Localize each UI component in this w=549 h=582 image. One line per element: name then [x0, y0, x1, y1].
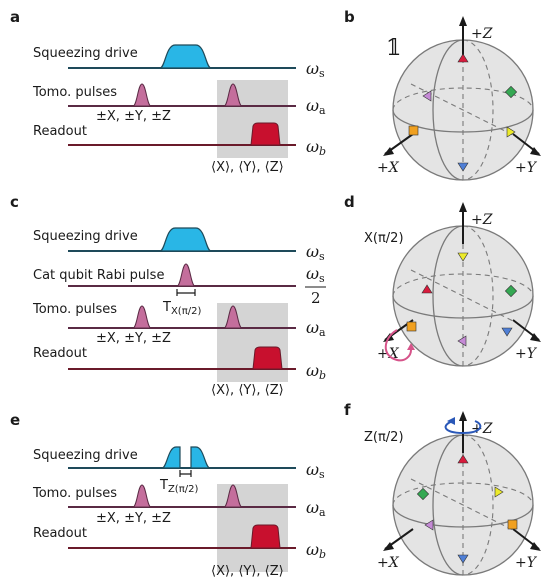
- tomo-pulse: [223, 83, 243, 107]
- axis-z-label: +Z: [471, 26, 493, 42]
- measurement-label: ⟨X⟩, ⟨Y⟩, ⟨Z⟩: [211, 383, 284, 398]
- operation-label-identity: 𝟙: [386, 36, 401, 61]
- state-marker: [457, 53, 469, 63]
- svg-text:ωs: ωs: [306, 264, 325, 285]
- squeezing-drive-pulse-2: [190, 446, 211, 469]
- panel-e: e Squeezing drive TZ(π/2) ωs Tomo. pulse…: [10, 411, 326, 579]
- readout-pulse: [252, 346, 283, 370]
- tomo-ops-label: ±X, ±Y, ±Z: [96, 109, 171, 124]
- measurement-label: ⟨X⟩, ⟨Y⟩, ⟨Z⟩: [211, 564, 284, 579]
- squeezing-drive-pulse: [159, 44, 212, 69]
- state-marker: [416, 487, 430, 501]
- squeezing-drive-pulse: [159, 227, 212, 252]
- axis-y-label: +Y: [515, 555, 538, 571]
- axis-z-label: +Z: [471, 212, 493, 228]
- rotation-arrow-head: [447, 417, 455, 425]
- rabi-duration-label: TX(π/2): [162, 300, 201, 317]
- state-marker: [457, 454, 469, 464]
- readout-label: Readout: [33, 124, 87, 139]
- state-marker: [504, 284, 518, 298]
- panel-letter-e: e: [10, 411, 20, 429]
- squeezing-drive-label: Squeezing drive: [33, 229, 138, 244]
- panel-b: b 𝟙 +Z +X +Y: [344, 8, 541, 181]
- freq-label-b: ωb: [306, 361, 326, 382]
- axis-x-label: +X: [377, 160, 400, 176]
- freq-label-s: ωs: [306, 242, 325, 263]
- panel-letter-d: d: [344, 193, 355, 211]
- rabi-pulse: [176, 263, 196, 287]
- measurement-label: ⟨X⟩, ⟨Y⟩, ⟨Z⟩: [211, 160, 284, 175]
- gap-duration-bracket: [179, 470, 192, 477]
- freq-label-a: ωa: [306, 498, 326, 519]
- panel-letter-a: a: [10, 8, 20, 26]
- readout-pulse: [250, 122, 281, 146]
- state-marker: [424, 519, 434, 531]
- tomo-pulse: [132, 305, 152, 329]
- rotation-arrow-z: [444, 420, 482, 435]
- measurement-window: [217, 303, 288, 382]
- squeezing-drive-pulse-1: [161, 446, 181, 469]
- bloch-sphere: +Z +X +Y: [377, 411, 541, 576]
- panel-letter-b: b: [344, 8, 355, 26]
- freq-label-b: ωb: [306, 137, 326, 158]
- rabi-pulse-label: Cat qubit Rabi pulse: [33, 268, 164, 283]
- state-marker: [506, 126, 516, 138]
- state-marker: [501, 327, 513, 337]
- tomo-pulse: [223, 484, 243, 508]
- state-marker: [457, 162, 469, 172]
- state-marker: [408, 125, 419, 136]
- axis-y-label: +Y: [515, 346, 538, 362]
- axis-y-label: +Y: [515, 160, 538, 176]
- operation-label-z: Z(π/2): [364, 430, 404, 445]
- freq-label-s: ωs: [306, 460, 325, 481]
- measurement-window: [217, 80, 288, 158]
- tomo-pulses-label: Tomo. pulses: [32, 85, 117, 100]
- state-marker: [507, 519, 518, 530]
- squeezing-drive-label: Squeezing drive: [33, 448, 138, 463]
- tomo-ops-label: ±X, ±Y, ±Z: [96, 511, 171, 526]
- tomo-pulse: [132, 83, 152, 107]
- tomo-pulses-label: Tomo. pulses: [32, 302, 117, 317]
- panel-letter-f: f: [344, 401, 351, 419]
- state-marker: [421, 284, 433, 294]
- freq-label-a: ωa: [306, 96, 326, 117]
- panel-letter-c: c: [10, 193, 19, 211]
- freq-label-s: ωs: [306, 59, 325, 80]
- axis-x-label: +X: [377, 555, 400, 571]
- bloch-sphere: +Z +X +Y: [377, 202, 541, 367]
- axis-z-label: +Z: [471, 421, 493, 437]
- operation-label-x: X(π/2): [364, 231, 404, 246]
- state-marker: [457, 335, 467, 347]
- state-marker: [494, 486, 504, 498]
- state-marker: [457, 252, 469, 262]
- tomo-ops-label: ±X, ±Y, ±Z: [96, 331, 171, 346]
- state-marker: [406, 321, 417, 332]
- tomo-pulse: [223, 305, 243, 329]
- squeezing-drive-label: Squeezing drive: [33, 46, 138, 61]
- readout-label: Readout: [33, 346, 87, 361]
- freq-label-a: ωa: [306, 318, 326, 339]
- bloch-sphere: +Z +X +Y: [377, 16, 541, 181]
- panel-a: a Squeezing drive ωs Tomo. pulses ±X, ±Y…: [10, 8, 326, 175]
- tomo-pulses-label: Tomo. pulses: [32, 486, 117, 501]
- gap-duration-label: TZ(π/2): [159, 478, 198, 495]
- tomo-pulse: [132, 484, 152, 508]
- svg-text:2: 2: [311, 289, 321, 307]
- rotation-arrow-head: [407, 343, 415, 350]
- readout-pulse: [250, 524, 281, 549]
- rotation-arrow-x: [384, 329, 412, 362]
- state-marker: [457, 554, 469, 564]
- state-marker: [504, 85, 518, 99]
- panel-d: d X(π/2) +Z +X +Y: [344, 193, 541, 367]
- panel-f: f Z(π/2) +Z +X +Y: [344, 401, 541, 576]
- freq-label-b: ωb: [306, 540, 326, 561]
- readout-label: Readout: [33, 526, 87, 541]
- state-marker: [422, 90, 432, 102]
- rabi-duration-bracket: [176, 289, 196, 296]
- freq-label-half: ωs 2: [305, 264, 326, 307]
- panel-c: c Squeezing drive ωs Cat qubit Rabi puls…: [10, 193, 326, 398]
